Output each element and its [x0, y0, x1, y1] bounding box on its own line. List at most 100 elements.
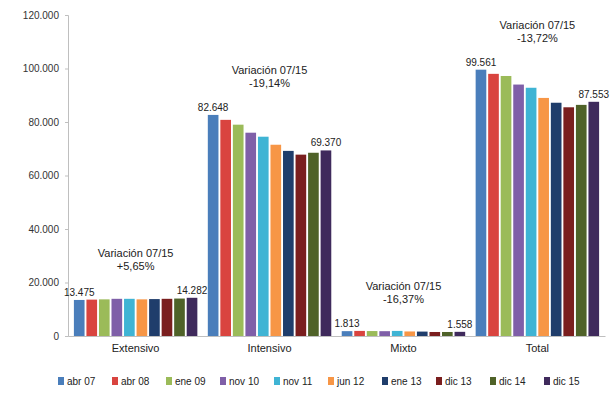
bar-series — [149, 103, 561, 336]
bar — [588, 102, 599, 336]
y-tick: 60.000 — [28, 170, 68, 181]
legend-item: jun 12 — [328, 376, 365, 387]
annotation-line: Variación 07/15 — [366, 280, 442, 292]
legend-item: dic 14 — [490, 376, 526, 387]
x-axis: Extensivo Intensivo Mixto Total — [69, 336, 606, 354]
y-tick: 0 — [53, 331, 68, 342]
data-label: 13.475 — [64, 287, 95, 298]
legend-label: abr 08 — [121, 376, 150, 387]
annotation-line: Variación 07/15 — [98, 247, 174, 259]
bar-series — [124, 88, 536, 336]
x-tick: Mixto — [390, 336, 416, 354]
bar — [149, 299, 160, 336]
annotation-line: Variación 07/15 — [500, 19, 576, 31]
bar — [258, 137, 269, 336]
y-tick-label: 120.000 — [23, 10, 60, 21]
legend-label: nov 10 — [229, 376, 259, 387]
legend-item: ene 09 — [166, 376, 206, 387]
data-label: 87.553 — [578, 89, 609, 100]
y-tick-label: 0 — [53, 331, 59, 342]
bar — [488, 74, 499, 336]
bar-series — [162, 107, 574, 336]
y-tick-mark — [65, 122, 68, 123]
bar — [429, 332, 440, 336]
annotation: Variación 07/15-16,37% — [366, 280, 442, 305]
bar — [270, 145, 281, 336]
x-tick: Intensivo — [248, 336, 292, 354]
x-tick-label: Intensivo — [248, 342, 292, 354]
y-tick-mark — [65, 176, 68, 177]
annotation-line: -16,37% — [383, 293, 424, 305]
legend-label: jun 12 — [336, 376, 365, 387]
x-tick-label: Mixto — [390, 342, 416, 354]
bar-series — [111, 85, 523, 336]
legend-swatch — [544, 377, 550, 385]
bar — [137, 299, 148, 336]
legend: abr 07 abr 08 ene 09 nov 10 nov 11 jun 12 ene … — [58, 376, 580, 387]
legend-label: ene 09 — [175, 376, 206, 387]
y-tick-mark — [65, 15, 68, 16]
bar — [162, 299, 173, 336]
legend-label: dic 14 — [499, 376, 526, 387]
data-label: 82.648 — [198, 102, 229, 113]
plot: 020.00040.00060.00080.000100.000120.000E… — [23, 10, 610, 354]
data-label: 1.813 — [335, 318, 360, 329]
y-tick-label: 80.000 — [28, 117, 59, 128]
bar — [455, 332, 466, 336]
bar — [86, 300, 97, 336]
legend-swatch — [220, 377, 226, 385]
bar — [74, 300, 85, 336]
chart: 020.00040.00060.00080.000100.000120.000E… — [0, 0, 610, 402]
annotation-line: -19,14% — [249, 77, 290, 89]
y-tick-label: 60.000 — [28, 170, 59, 181]
legend-item: dic 13 — [436, 376, 472, 387]
y-tick-mark — [65, 69, 68, 70]
bar-series — [137, 98, 549, 336]
bar — [354, 331, 365, 336]
x-tick-label: Total — [526, 342, 549, 354]
legend-swatch — [166, 377, 172, 385]
bar — [476, 70, 487, 336]
y-tick: 20.000 — [28, 277, 68, 288]
x-tick-label: Extensivo — [112, 342, 160, 354]
bar — [321, 150, 332, 336]
legend-swatch — [382, 377, 388, 385]
x-tick: Total — [526, 336, 549, 354]
bar — [342, 331, 353, 336]
bar — [308, 153, 319, 336]
legend-item: abr 07 — [58, 376, 96, 387]
legend-label: ene 13 — [391, 376, 422, 387]
bar-series — [86, 74, 498, 336]
y-tick: 40.000 — [28, 224, 68, 235]
bar — [379, 331, 390, 336]
legend-swatch — [328, 377, 334, 385]
bar — [367, 331, 378, 336]
y-tick-mark — [65, 336, 68, 337]
x-axis-line — [69, 336, 606, 337]
legend-item: nov 10 — [220, 376, 259, 387]
bar — [417, 332, 428, 336]
bar — [442, 332, 453, 336]
bar — [208, 115, 219, 336]
data-label: 69.370 — [311, 137, 342, 148]
bar — [245, 133, 256, 336]
annotation: Variación 07/15-19,14% — [232, 64, 308, 89]
legend-swatch — [58, 377, 64, 385]
y-tick-mark — [65, 229, 68, 230]
bar — [111, 299, 122, 336]
legend-swatch — [436, 377, 442, 385]
legend-item: nov 11 — [274, 376, 313, 387]
legend-swatch — [274, 377, 280, 385]
legend-item: ene 13 — [382, 376, 422, 387]
annotation: Variación 07/15-13,72% — [500, 19, 576, 44]
annotations: Variación 07/15+5,65%Variación 07/15-19,… — [98, 19, 575, 305]
bar — [296, 155, 307, 336]
bars — [74, 70, 599, 336]
legend-label: dic 15 — [553, 376, 580, 387]
data-labels: 13.47582.6481.81399.56114.28269.3701.558… — [64, 57, 610, 330]
data-label: 99.561 — [466, 57, 497, 68]
legend-swatch — [490, 377, 496, 385]
y-tick-label: 20.000 — [28, 277, 59, 288]
y-tick: 80.000 — [28, 117, 68, 128]
bar — [501, 76, 512, 336]
